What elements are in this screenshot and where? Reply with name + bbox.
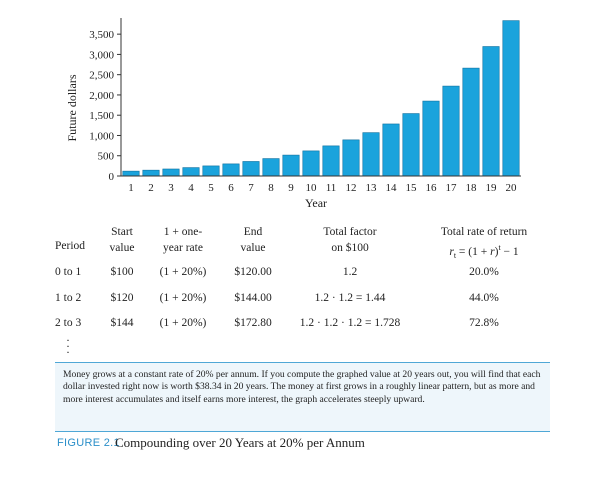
cell-factor: 1.2 · 1.2 · 1.2 = 1.728	[299, 317, 401, 329]
y-tick-label: 3,500	[89, 29, 114, 41]
bar-year-10	[302, 150, 320, 177]
header-rate-line1: 1 + one-	[163, 226, 203, 238]
x-tick-label: 12	[346, 182, 357, 194]
bar-year-15	[402, 113, 420, 177]
table-ellipsis: · · ·	[66, 333, 70, 359]
cell-rate: (1 + 20%)	[159, 292, 207, 304]
x-tick-label: 8	[268, 182, 274, 194]
header-start-line1: Start	[111, 226, 133, 238]
x-axis: 1 2 3 4 5 6 7 8 9 10 11 12 13 14 15 16 17 18 19 20	[121, 175, 521, 194]
bar-year-6	[222, 163, 240, 177]
bar-year-3	[162, 168, 180, 177]
x-tick-label: 11	[326, 182, 337, 194]
y-axis-label: Future dollars	[65, 74, 79, 141]
cell-total: 44.0%	[469, 292, 499, 304]
x-tick-label: 17	[446, 182, 458, 194]
header-end: End value	[227, 224, 279, 256]
x-tick-label: 3	[168, 182, 174, 194]
bar-year-13	[362, 132, 380, 177]
x-tick-label: 16	[426, 182, 438, 194]
header-end-line1: End	[243, 226, 263, 238]
caption-text: Money grows at a constant rate of 20% pe…	[63, 369, 541, 405]
bar-year-18	[462, 67, 480, 177]
cell-start: $120	[110, 292, 134, 304]
header-factor: Total factor on $100	[300, 224, 400, 256]
cell-period: 1 to 2	[55, 292, 82, 304]
y-tick-label: 2,500	[89, 70, 114, 82]
header-rate: 1 + one- year rate	[150, 224, 216, 256]
cell-total: 20.0%	[469, 266, 499, 278]
y-tick-label: 500	[98, 151, 115, 163]
cell-factor: 1.2	[342, 266, 358, 278]
bar-year-5	[202, 165, 220, 177]
y-tick-label: 2,000	[89, 90, 114, 102]
header-end-line2: value	[240, 242, 266, 254]
x-tick-label: 7	[248, 182, 254, 194]
figure-title: Compounding over 20 Years at 20% per Ann…	[115, 435, 365, 450]
header-total-formula: rt = (1 + r)t − 1	[449, 243, 519, 261]
header-factor-line2: on $100	[331, 242, 369, 254]
cell-total: 72.8%	[469, 317, 499, 329]
bar-year-12	[342, 139, 360, 177]
bar-year-4	[182, 167, 200, 177]
cell-start: $144	[110, 317, 134, 329]
x-tick-label: 4	[188, 182, 194, 194]
figure-label: FIGURE 2.1	[57, 437, 120, 449]
cell-end: $144.00	[234, 292, 272, 304]
caption-box: Money grows at a constant rate of 20% pe…	[55, 362, 550, 432]
bar-year-11	[322, 145, 340, 177]
bar-year-20	[502, 20, 520, 177]
bar-chart: Future dollars 0 500 1,000 1,500 2,000 2,500 3…	[65, 18, 521, 210]
header-start-line2: value	[109, 242, 135, 254]
x-tick-label: 6	[228, 182, 234, 194]
header-total: Total rate of return rt = (1 + r)t − 1	[420, 224, 548, 264]
x-tick-label: 10	[306, 182, 318, 194]
header-period: Period	[55, 240, 86, 252]
header-total-line1: Total rate of return	[440, 226, 528, 238]
cell-end: $120.00	[234, 266, 272, 278]
cell-rate: (1 + 20%)	[159, 266, 207, 278]
bar-year-8	[262, 158, 280, 177]
cell-factor: 1.2 · 1.2 = 1.44	[314, 292, 386, 304]
cell-period: 0 to 1	[55, 266, 82, 278]
header-rate-line2: year rate	[163, 242, 203, 254]
x-axis-label: Year	[305, 196, 327, 210]
y-tick-label: 3,000	[89, 49, 114, 61]
y-tick-label: 0	[109, 171, 115, 183]
x-tick-label: 14	[386, 182, 398, 194]
bar-year-14	[382, 123, 400, 177]
x-tick-label: 15	[406, 182, 418, 194]
header-factor-line1: Total factor	[323, 226, 377, 238]
y-axis: 0 500 1,000 1,500 2,000 2,500 3,000 3,500	[89, 18, 122, 183]
x-tick-label: 2	[148, 182, 154, 194]
x-tick-label: 19	[486, 182, 498, 194]
bar-year-2	[142, 169, 160, 177]
cell-end: $172.80	[234, 317, 272, 329]
bar-year-9	[282, 154, 300, 177]
x-tick-label: 1	[128, 182, 134, 194]
bar-year-16	[422, 100, 440, 177]
x-tick-label: 9	[288, 182, 294, 194]
cell-start: $100	[110, 266, 134, 278]
bar-year-17	[442, 85, 460, 177]
bar-year-7	[242, 161, 260, 177]
bar-year-1	[122, 170, 140, 177]
header-start: Start value	[100, 224, 144, 256]
y-tick-label: 1,000	[89, 130, 114, 142]
x-tick-label: 20	[506, 182, 518, 194]
cell-period: 2 to 3	[55, 317, 82, 329]
cell-rate: (1 + 20%)	[159, 317, 207, 329]
bar-year-19	[482, 46, 500, 177]
y-tick-label: 1,500	[89, 110, 114, 122]
x-tick-label: 5	[208, 182, 214, 194]
x-tick-label: 18	[466, 182, 478, 194]
bars-group	[122, 20, 520, 177]
x-tick-label: 13	[366, 182, 378, 194]
